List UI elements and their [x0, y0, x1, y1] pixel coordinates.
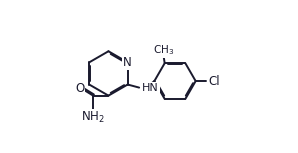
Text: O: O: [75, 82, 84, 95]
Text: HN: HN: [142, 83, 159, 93]
Text: N: N: [123, 56, 132, 69]
Text: NH$_2$: NH$_2$: [81, 110, 105, 125]
Text: Cl: Cl: [208, 75, 220, 88]
Text: CH$_3$: CH$_3$: [153, 43, 175, 57]
